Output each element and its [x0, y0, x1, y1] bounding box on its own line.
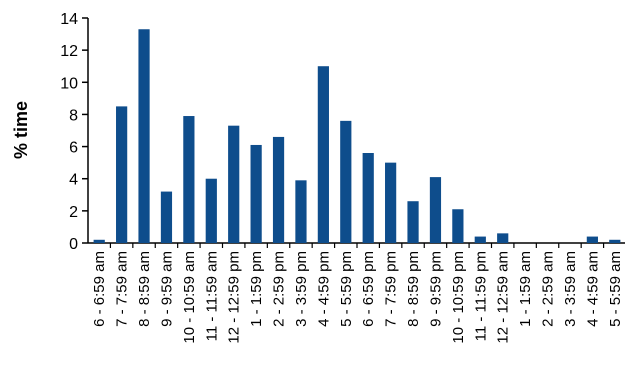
- bar: [385, 162, 397, 243]
- x-tick-label: 10 - 10:59 pm: [450, 251, 467, 344]
- x-tick-label: 3 - 3:59 am: [562, 251, 579, 327]
- bar: [340, 120, 352, 243]
- x-tick-label: 7 - 7:59 am: [114, 251, 131, 327]
- bar: [362, 153, 374, 243]
- x-tick-label: 9 - 9:59 pm: [427, 251, 444, 327]
- x-tick-label: 4 - 4:59 am: [584, 251, 601, 327]
- x-tick-label: 6 - 6:59 pm: [360, 251, 377, 327]
- x-tick-label: 7 - 7:59 pm: [383, 251, 400, 327]
- y-tick-label: 10: [60, 75, 78, 92]
- bar: [160, 191, 173, 243]
- x-tick-label: 8 - 8:59 am: [136, 251, 153, 327]
- bar: [474, 236, 486, 243]
- bar: [138, 29, 150, 243]
- x-tick-label: 9 - 9:59 am: [158, 251, 175, 327]
- x-tick-label: 6 - 6:59 am: [91, 251, 108, 327]
- bar: [609, 239, 621, 243]
- x-tick-label: 2 - 2:59 pm: [271, 251, 288, 327]
- x-tick-label: 11 - 11:59 am: [203, 251, 220, 341]
- y-tick-label: 12: [60, 43, 78, 60]
- bar: [205, 178, 217, 243]
- x-tick-label: 10 - 10:59 am: [181, 251, 198, 344]
- x-tick-label: 4 - 4:59 pm: [315, 251, 332, 327]
- bar: [295, 180, 307, 243]
- y-tick-label: 0: [69, 236, 78, 253]
- bar: [228, 125, 240, 243]
- bar: [116, 106, 128, 244]
- bar: [317, 66, 329, 243]
- bar: [250, 144, 262, 243]
- y-tick-label: 2: [69, 204, 78, 221]
- bar: [452, 209, 464, 243]
- x-tick-label: 12 - 12:59 pm: [226, 251, 243, 344]
- bar: [586, 236, 598, 243]
- bar: [407, 201, 419, 243]
- y-tick-label: 6: [69, 140, 78, 157]
- bar: [497, 233, 509, 243]
- plot-area: 0 2 4 6 8 10 12 14 6 - 6:59 am 7 - 7:59 am 8 - 8:5…: [60, 11, 625, 344]
- y-tick-label: 8: [69, 107, 78, 124]
- y-tick-label: 4: [69, 172, 78, 189]
- y-tick-label: 14: [60, 11, 78, 28]
- bar: [183, 116, 195, 243]
- x-tick-label: 11 - 11:59 pm: [472, 251, 489, 341]
- y-axis-title: % time: [11, 101, 31, 159]
- x-tick-label: 3 - 3:59 pm: [293, 251, 310, 327]
- x-tick-label: 1 - 1:59 am: [517, 251, 534, 327]
- bar: [429, 177, 442, 243]
- bar: [272, 136, 285, 243]
- x-tick-label: 8 - 8:59 pm: [405, 251, 422, 327]
- x-tick-label: 2 - 2:59 am: [540, 251, 557, 327]
- x-tick-label: 1 - 1:59 pm: [248, 251, 265, 327]
- x-tick-label: 5 - 5:59 am: [607, 251, 624, 327]
- x-tick-label: 12 - 12:59 am: [495, 251, 512, 344]
- bar: [93, 239, 105, 243]
- x-tick-label: 5 - 5:59 pm: [338, 251, 355, 327]
